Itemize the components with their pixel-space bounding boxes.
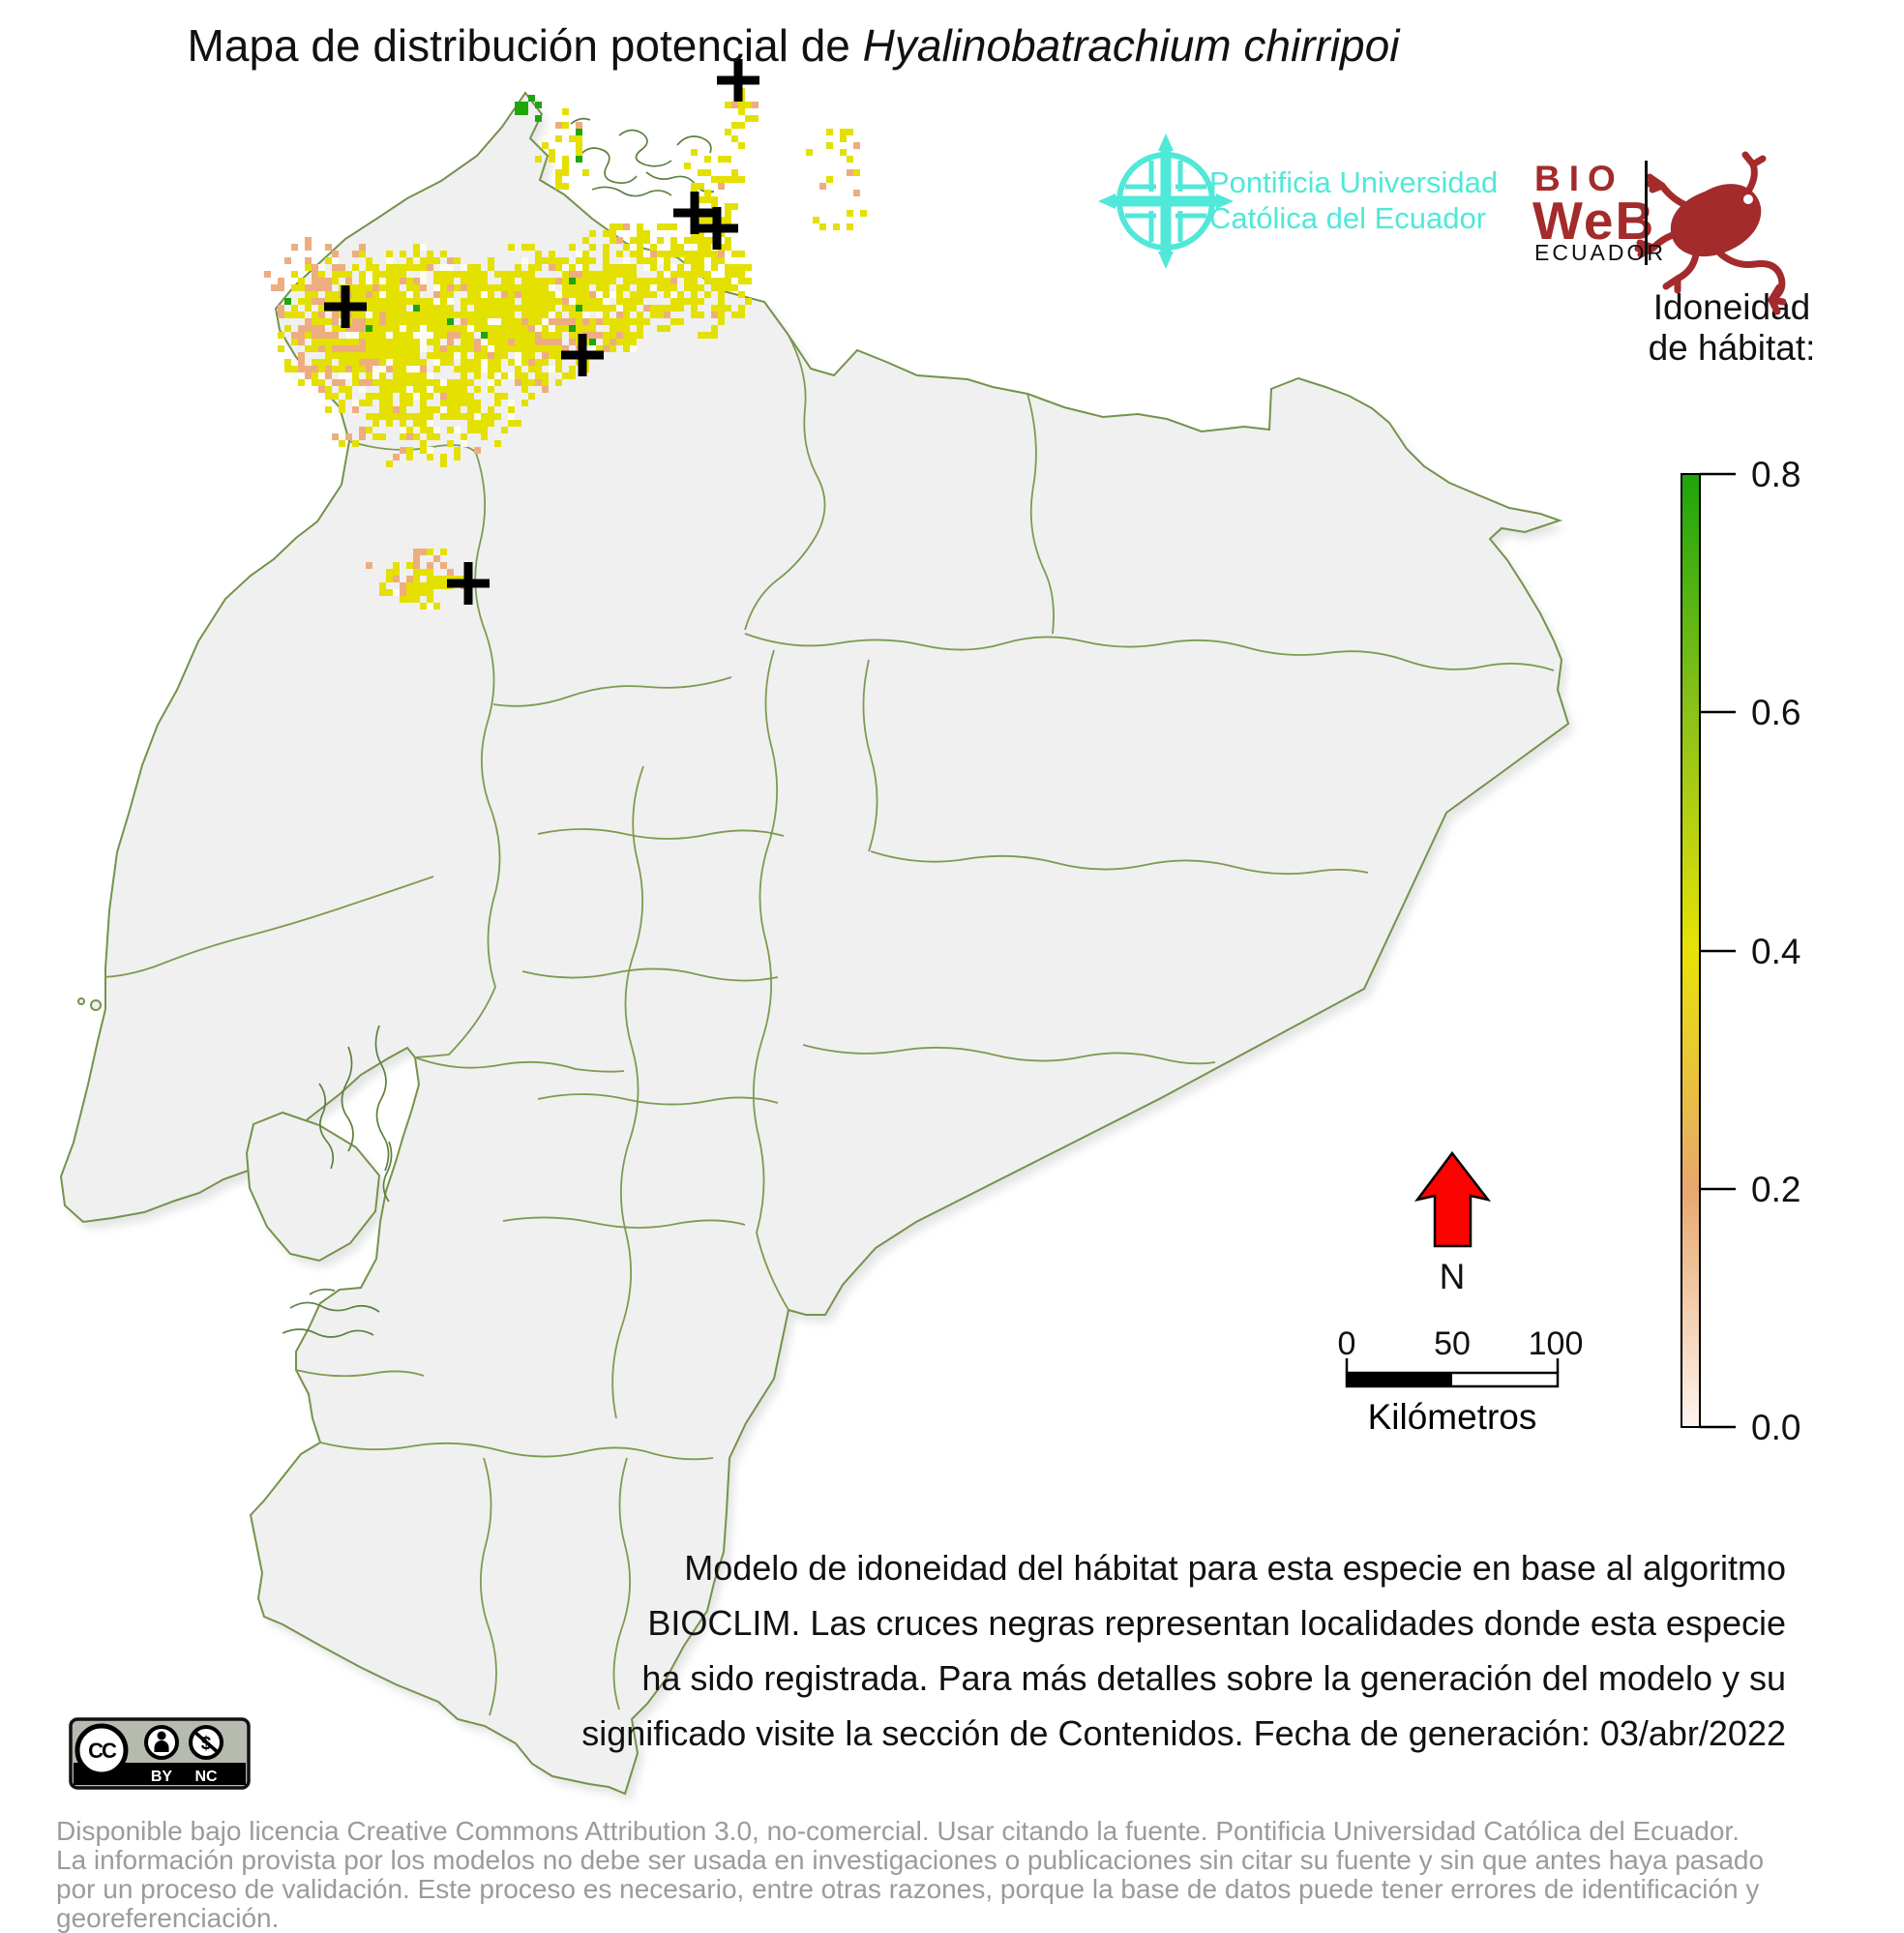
- occurrence-cross: [561, 334, 604, 376]
- title-species: Hyalinobatrachium chirripoi: [862, 20, 1400, 71]
- scale-label-0: 0: [1338, 1325, 1356, 1362]
- legend-tick-label: 0.2: [1751, 1170, 1800, 1209]
- small-island: [90, 999, 102, 1011]
- bioweb-frog-icon: [1634, 151, 1787, 315]
- legend-title-line2: de hábitat:: [1649, 328, 1816, 368]
- legend-tick-label: 0.0: [1751, 1408, 1800, 1447]
- page-title: Mapa de distribución potencial de Hyalin…: [145, 19, 1442, 72]
- title-prefix: Mapa de distribución potencial de: [187, 20, 863, 71]
- scale-bar: 0 50 100 Kilómetros: [1338, 1325, 1584, 1437]
- scale-label-100: 100: [1529, 1325, 1584, 1362]
- north-label: N: [1440, 1257, 1466, 1296]
- estuary-lines: [282, 117, 715, 1338]
- puce-logo-icon: [1098, 134, 1234, 269]
- cc-icon-label: CC: [88, 1739, 117, 1763]
- footer-line: Disponible bajo licencia Creative Common…: [56, 1816, 1740, 1846]
- small-island: [77, 997, 85, 1005]
- legend-title-line1: Idoneidad: [1653, 287, 1811, 327]
- bioweb-text-bio: BIO: [1534, 159, 1624, 198]
- by-label: BY: [151, 1769, 173, 1785]
- occurrence-points: [324, 59, 759, 605]
- occurrence-cross: [324, 285, 367, 328]
- license-footer: Disponible bajo licencia Creative Common…: [56, 1817, 1875, 1933]
- caption-line: BIOCLIM. Las cruces negras representan l…: [647, 1603, 1786, 1643]
- occurrence-cross: [673, 192, 716, 234]
- caption-line: significado visite la sección de Conteni…: [581, 1713, 1786, 1753]
- cc-icon: [74, 1723, 129, 1777]
- legend: Idoneidad de hábitat: 0.8 0.6 0.4 0.2 0.…: [1649, 287, 1816, 1447]
- caption-line: Modelo de idoneidad del hábitat para est…: [684, 1548, 1786, 1588]
- bioweb-divider: [1645, 161, 1648, 265]
- province-borders: [104, 333, 1555, 1716]
- occurrence-cross: [717, 59, 759, 102]
- legend-gradient-bar: [1681, 473, 1701, 1428]
- nc-label: NC: [194, 1769, 218, 1785]
- caption-line: ha sido registrada. Para más detalles so…: [641, 1658, 1786, 1698]
- occurrence-cross: [696, 207, 738, 250]
- occurrence-cross: [447, 562, 490, 605]
- scale-unit: Kilómetros: [1368, 1397, 1537, 1437]
- legend-tick-label: 0.8: [1751, 455, 1800, 494]
- model-caption: Modelo de idoneidad del hábitat para est…: [580, 1540, 1786, 1761]
- ecuador-outline: [59, 91, 1570, 1796]
- puce-logo-text: Pontificia Universidad Católica del Ecua…: [1209, 164, 1498, 236]
- bioweb-text-ecuador: ECUADOR: [1534, 240, 1667, 265]
- scale-label-50: 50: [1434, 1325, 1471, 1362]
- puce-text-line1: Pontificia Universidad: [1209, 165, 1499, 199]
- north-arrow: N: [1413, 1150, 1492, 1296]
- footer-line: por un proceso de validación. Este proce…: [56, 1874, 1760, 1933]
- puce-text-line2: Católica del Ecuador: [1209, 201, 1487, 235]
- legend-tick-label: 0.6: [1751, 693, 1800, 732]
- legend-tick-label: 0.4: [1751, 932, 1800, 971]
- bioweb-text-web: WeB: [1532, 191, 1656, 251]
- footer-line: La información provista por los modelos …: [56, 1845, 1765, 1875]
- cc-license-badge: CC $ BY NC: [69, 1717, 251, 1790]
- legend-ticks: [1700, 472, 1736, 1429]
